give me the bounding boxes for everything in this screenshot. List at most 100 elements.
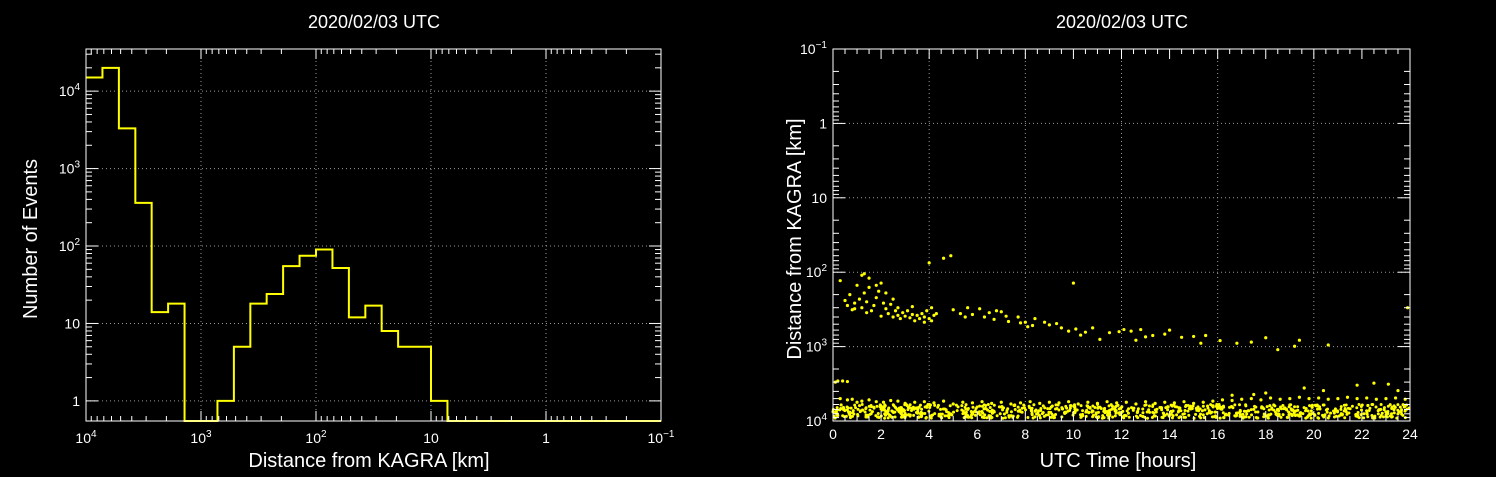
scatter-point [1030, 411, 1034, 415]
scatter-point [1072, 405, 1076, 409]
scatter-point [1260, 405, 1264, 409]
scatter-point [1365, 412, 1369, 416]
scatter-x-tick-label: 24 [1402, 426, 1418, 442]
scatter-panel: 2020/02/03 UTC UTC Time [hours] Distance… [784, 12, 1418, 472]
scatter-point [1151, 333, 1155, 338]
scatter-point [1231, 406, 1235, 410]
scatter-point [1210, 415, 1214, 419]
scatter-point [1067, 329, 1071, 333]
scatter-point [848, 292, 852, 297]
scatter-point [941, 399, 946, 403]
scatter-point [903, 314, 907, 318]
scatter-point [1267, 408, 1271, 412]
scatter-point [881, 400, 886, 404]
scatter-point [907, 413, 911, 417]
scatter-point [1316, 416, 1320, 420]
scatter-point [1135, 410, 1139, 414]
scatter-point [1083, 330, 1088, 334]
scatter-point [1166, 408, 1170, 412]
scatter-point [916, 410, 920, 414]
scatter-point [1255, 416, 1259, 420]
scatter-point [918, 403, 922, 407]
scatter-point [1087, 411, 1091, 415]
scatter-point [1041, 410, 1045, 414]
scatter-point [879, 314, 883, 318]
scatter-point [1003, 416, 1007, 420]
scatter-point [1108, 411, 1112, 415]
scatter-point [1113, 414, 1117, 418]
scatter-point [995, 414, 999, 418]
scatter-point [1146, 416, 1150, 420]
scatter-point [1036, 410, 1040, 414]
scatter-point [1374, 397, 1378, 401]
scatter-point [1336, 410, 1340, 414]
scatter-point [1283, 407, 1287, 411]
scatter-point [1119, 406, 1123, 410]
scatter-point [875, 404, 879, 408]
scatter-point [932, 401, 936, 405]
histogram-line [86, 66, 661, 422]
scatter-point [988, 405, 992, 409]
scatter-point [1002, 412, 1006, 416]
scatter-point [1093, 405, 1097, 409]
scatter-point [1249, 408, 1253, 412]
scatter-point [1238, 403, 1242, 407]
scatter-point [908, 403, 912, 407]
scatter-point [949, 254, 953, 258]
scatter-point [1134, 338, 1138, 342]
scatter-point [878, 405, 882, 409]
scatter-point [898, 316, 902, 321]
scatter-point [1302, 406, 1306, 410]
scatter-point [1019, 410, 1023, 414]
scatter-point [1165, 412, 1169, 416]
scatter-point [936, 405, 940, 409]
scatter-point [1211, 404, 1215, 408]
scatter-point [1233, 414, 1237, 418]
scatter-point [1279, 407, 1283, 411]
scatter-point [960, 404, 964, 408]
scatter-point [1398, 405, 1402, 409]
scatter-point [1099, 407, 1103, 411]
scatter-y-tick-label: 10 [811, 190, 827, 206]
scatter-point [1199, 416, 1203, 420]
scatter-point [1218, 416, 1222, 420]
scatter-point [838, 279, 842, 283]
scatter-point [1057, 401, 1061, 405]
scatter-point [896, 399, 900, 403]
scatter-point [884, 291, 888, 295]
scatter-point [992, 409, 996, 413]
scatter-point [884, 413, 888, 417]
scatter-point [963, 405, 967, 409]
scatter-point [867, 285, 871, 289]
scatter-point [907, 406, 911, 410]
scatter-point [841, 407, 845, 411]
scatter-point [1131, 408, 1135, 412]
scatter-point [867, 398, 871, 402]
scatter-point [952, 410, 956, 414]
scatter-point [1396, 403, 1400, 407]
scatter-point [1081, 414, 1085, 418]
scatter-point [1127, 415, 1131, 419]
scatter-dense-band [831, 402, 1411, 420]
scatter-point [943, 414, 947, 418]
scatter-point [1204, 333, 1208, 338]
scatter-point [865, 300, 869, 304]
scatter-point [982, 407, 986, 411]
scatter-point [1153, 408, 1157, 412]
scatter-point [1151, 405, 1155, 409]
scatter-point [1039, 408, 1043, 412]
scatter-point [983, 413, 987, 417]
scatter-point [1402, 405, 1406, 409]
scatter-point [899, 415, 903, 419]
scatter-point [853, 403, 857, 407]
scatter-point [1370, 414, 1374, 418]
scatter-point [1345, 412, 1349, 416]
scatter-point [1367, 409, 1371, 413]
scatter-point [1214, 410, 1218, 414]
scatter-point [867, 276, 871, 280]
scatter-point [964, 403, 968, 407]
scatter-point [918, 412, 922, 416]
scatter-point [1067, 400, 1071, 404]
scatter-point [1297, 338, 1302, 342]
